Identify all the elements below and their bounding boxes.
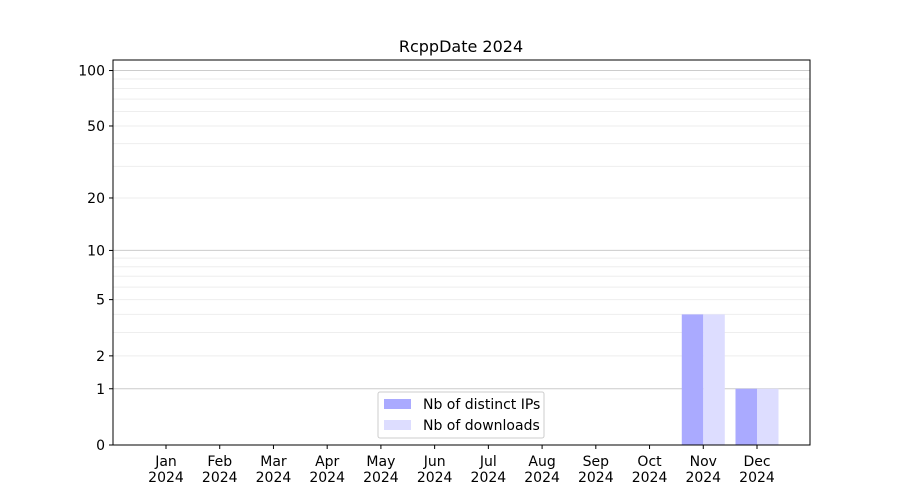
legend-label-ips: Nb of distinct IPs [423,397,540,413]
y-tick-label: 5 [96,293,105,309]
x-tick-label: Dec 2024 [739,454,775,486]
x-tick-label: Feb 2024 [202,454,238,486]
bar-downloads [757,388,779,445]
y-tick-label: 2 [96,349,105,365]
bar-ips [681,314,704,445]
x-tick-label: Apr 2024 [309,454,345,486]
x-tick-label: Sep 2024 [578,454,614,486]
legend-swatch-ips [384,399,411,409]
x-tick-label: Mar 2024 [256,454,292,486]
legend: Nb of distinct IPs Nb of downloads [377,391,545,439]
legend-swatch-downloads [384,420,411,430]
bar-downloads [703,314,725,445]
x-tick-label: Aug 2024 [524,454,560,486]
y-tick-label: 10 [87,243,105,259]
bar-ips [735,388,757,445]
x-tick-label: Jan 2024 [148,454,184,486]
chart-title: RcppDate 2024 [399,37,523,56]
x-tick-label: Jul 2024 [471,454,507,486]
x-tick-label: Oct 2024 [632,454,668,486]
y-tick-label: 20 [87,191,105,207]
x-axis: Jan 2024 Feb 2024 Mar 2024 Apr 2024 May 2024 Jun 20… [148,445,775,486]
y-tick-label: 0 [96,438,105,454]
x-tick-label: May 2024 [363,454,399,486]
y-axis: 0 1 2 5 10 20 50 100 [78,64,113,454]
x-tick-label: Nov 2024 [685,454,721,486]
bars [681,314,779,445]
legend-frame [377,391,545,439]
plot-frame [112,59,811,446]
x-tick-label: Jun 2024 [417,454,453,486]
legend-label-downloads: Nb of downloads [423,418,540,434]
y-tick-label: 50 [87,119,105,135]
y-tick-label: 1 [96,382,105,398]
y-tick-label: 100 [78,64,105,80]
